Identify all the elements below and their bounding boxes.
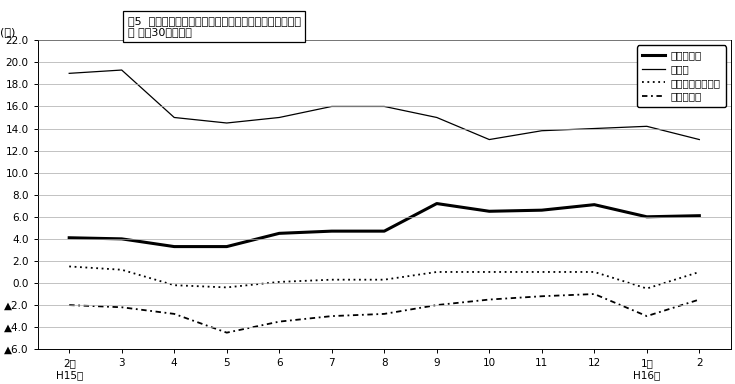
Legend: 調査産業計, 製造業, 卵・小売・飲食店, サービス業: 調査産業計, 製造業, 卵・小売・飲食店, サービス業 — [637, 45, 725, 107]
Text: (％): (％) — [0, 27, 15, 37]
Text: 図5  主要業種別・常用労働者数の推移（対前年同月比）
－ 規樨30人以上－: 図5 主要業種別・常用労働者数の推移（対前年同月比） － 規樨30人以上－ — [128, 16, 301, 37]
